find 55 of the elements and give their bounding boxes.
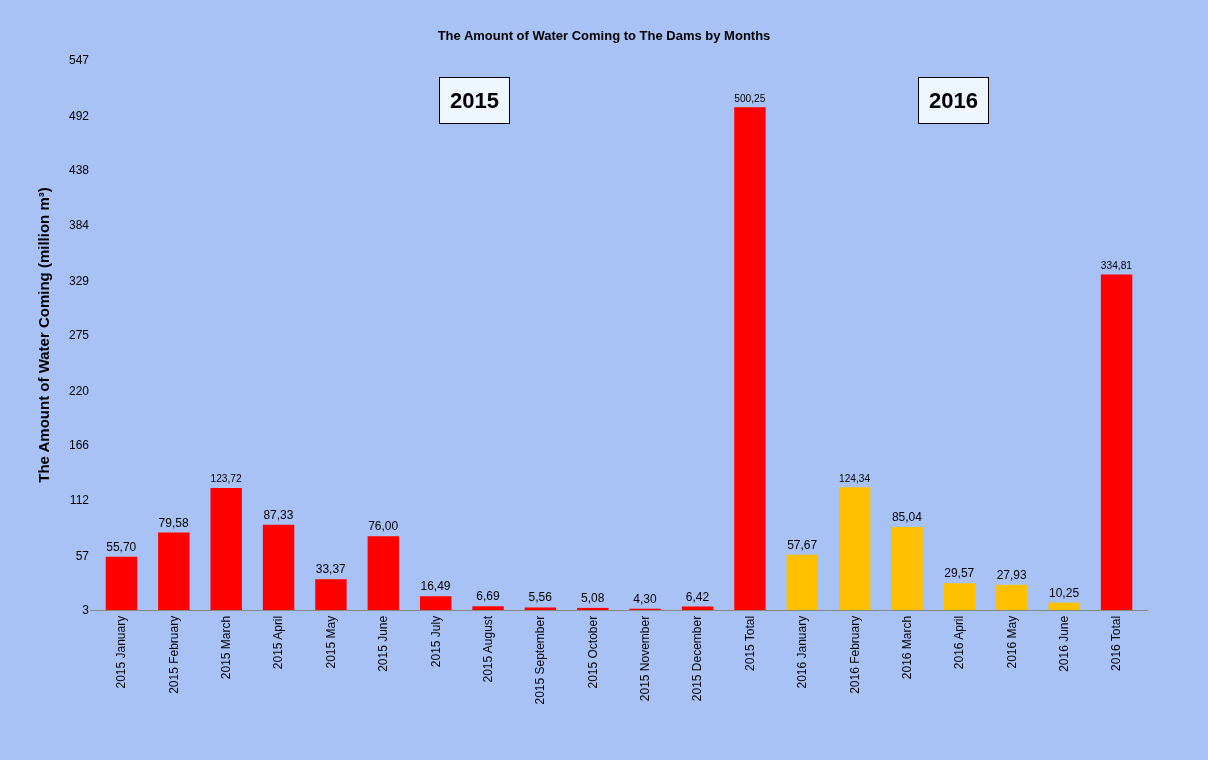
data-label: 10,25 <box>1049 585 1080 600</box>
x-tick-label: 2015 September <box>533 615 548 705</box>
data-label: 29,57 <box>944 566 975 581</box>
data-label: 334,81 <box>1100 259 1133 271</box>
x-tick-label: 2015 Total <box>742 615 757 671</box>
x-tick-label: 2016 January <box>795 615 810 689</box>
y-tick-label: 547 <box>68 53 90 68</box>
y-tick-label: 275 <box>68 328 90 343</box>
data-label: 5,08 <box>580 590 605 605</box>
x-tick-label: 2015 December <box>690 615 705 702</box>
data-label: 27,93 <box>996 567 1027 582</box>
y-tick-label: 220 <box>68 383 90 398</box>
x-tick-label: 2015 May <box>323 615 338 669</box>
chart-title: The Amount of Water Coming to The Dams by Months <box>437 27 771 43</box>
x-tick-label: 2015 April <box>271 615 286 670</box>
y-tick-label: 112 <box>69 493 90 507</box>
x-tick-label: 2016 May <box>1004 615 1019 669</box>
annotation: 2016 <box>929 88 978 113</box>
data-label: 124,34 <box>838 472 871 484</box>
x-tick-label: 2015 January <box>114 615 129 689</box>
x-tick-label: 2016 Total <box>1109 615 1124 671</box>
data-label: 4,30 <box>633 591 658 606</box>
x-tick-label: 2016 February <box>847 615 862 694</box>
y-axis-title: The Amount of Water Coming (million m³) <box>35 187 53 483</box>
data-label: 55,70 <box>106 539 137 554</box>
data-label: 76,00 <box>368 519 399 534</box>
data-label: 6,42 <box>685 589 710 604</box>
data-label: 123,72 <box>210 473 242 485</box>
x-tick-label: 2015 October <box>585 615 600 689</box>
data-label: 16,49 <box>420 579 451 594</box>
annotation: 2015 <box>450 88 499 113</box>
data-label: 6,69 <box>476 589 500 604</box>
x-tick-label: 2015 August <box>480 615 495 683</box>
data-label: 57,67 <box>787 537 818 552</box>
data-label: 87,33 <box>263 507 294 522</box>
y-tick-label: 166 <box>68 438 90 453</box>
data-label: 85,04 <box>891 510 923 525</box>
x-tick-label: 2015 February <box>166 615 181 694</box>
x-tick-label: 2015 July <box>428 615 443 668</box>
y-tick-label: 329 <box>68 273 90 288</box>
y-tick-label: 57 <box>75 548 90 563</box>
y-tick-label: 438 <box>68 163 90 178</box>
y-tick-label: 384 <box>68 218 90 232</box>
x-tick-label: 2015 June <box>376 615 391 672</box>
x-tick-label: 2016 March <box>899 615 914 680</box>
x-tick-label: 2015 March <box>219 615 234 680</box>
data-label: 5,56 <box>528 590 553 605</box>
x-tick-label: 2016 April <box>952 615 967 670</box>
x-tick-label: 2015 November <box>638 615 653 702</box>
y-tick-label: 3 <box>82 603 90 618</box>
data-label: 33,37 <box>315 562 347 577</box>
data-label: 500,25 <box>734 92 766 104</box>
y-tick-label: 492 <box>68 108 90 123</box>
data-label: 79,58 <box>158 515 189 530</box>
x-tick-label: 2016 June <box>1057 615 1072 672</box>
